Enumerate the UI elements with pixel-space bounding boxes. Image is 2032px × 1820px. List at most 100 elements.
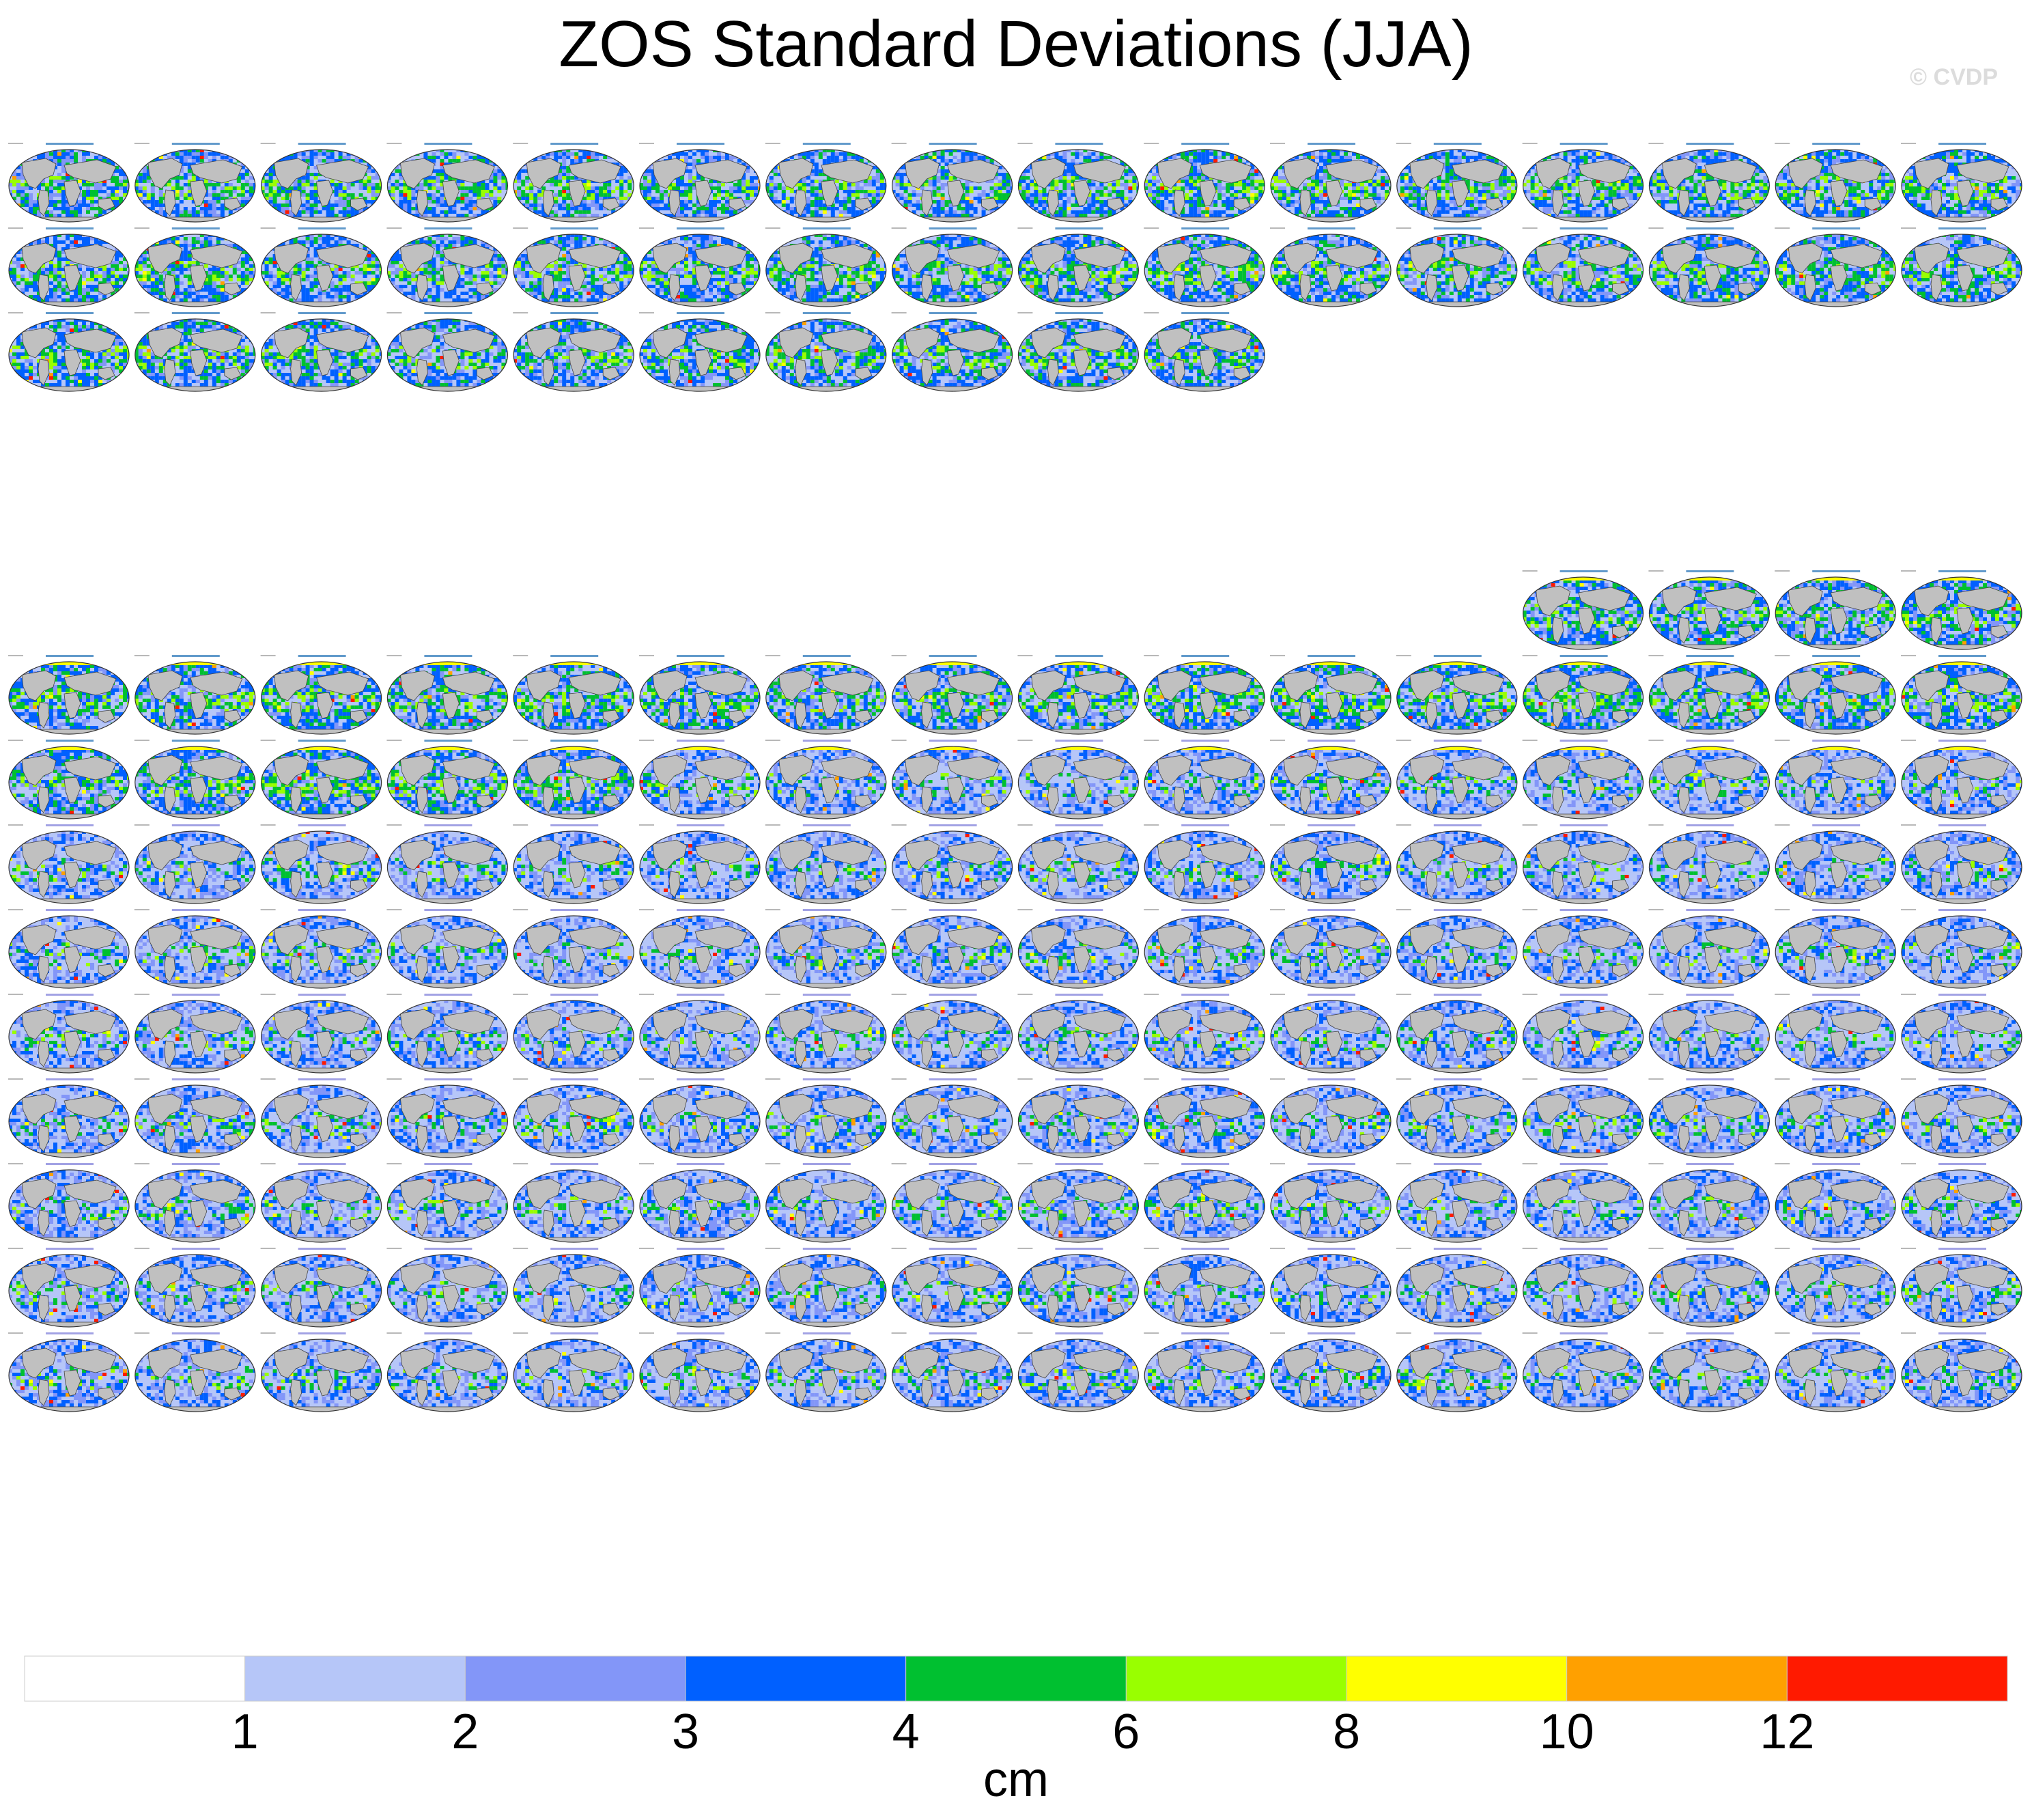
map-panel xyxy=(1901,1332,2024,1414)
map-panel xyxy=(765,824,888,906)
map-panel xyxy=(1648,1163,1771,1244)
map-panel xyxy=(1270,824,1393,906)
map-panel xyxy=(1017,312,1140,393)
map-panel xyxy=(1901,994,2024,1075)
map-panel xyxy=(1648,1332,1771,1414)
map-panel xyxy=(1648,994,1771,1075)
map-panel xyxy=(513,1332,636,1414)
map-panel xyxy=(1523,740,1646,821)
map-panel xyxy=(639,1248,762,1329)
map-panel xyxy=(1523,1078,1646,1160)
map-panel xyxy=(639,312,762,393)
map-panel xyxy=(386,655,509,736)
map-panel xyxy=(1396,1078,1519,1160)
map-panel xyxy=(8,994,131,1075)
map-panel xyxy=(135,1078,257,1160)
map-panel xyxy=(513,312,636,393)
map-panel xyxy=(765,1248,888,1329)
map-panel xyxy=(892,1163,1015,1244)
colorbar-tick-label: 1 xyxy=(231,1704,259,1760)
map-panel xyxy=(1270,1078,1393,1160)
map-panel xyxy=(1648,570,1771,652)
map-panel xyxy=(261,994,384,1075)
map-panel xyxy=(386,909,509,990)
map-panel xyxy=(1775,570,1897,652)
map-panel xyxy=(1901,824,2024,906)
map-panel xyxy=(1775,655,1897,736)
map-panel xyxy=(513,824,636,906)
map-panel xyxy=(386,1163,509,1244)
map-panel xyxy=(1144,1248,1267,1329)
map-panel xyxy=(1144,909,1267,990)
map-panel xyxy=(8,227,131,309)
colorbar-segment xyxy=(686,1656,906,1701)
map-panel xyxy=(386,1248,509,1329)
map-panel xyxy=(135,143,257,224)
map-panel xyxy=(8,312,131,393)
map-panel xyxy=(135,1248,257,1329)
map-panel xyxy=(8,824,131,906)
colorbar-segment xyxy=(1567,1656,1788,1701)
map-panel xyxy=(892,824,1015,906)
map-panel xyxy=(513,655,636,736)
map-panel xyxy=(513,143,636,224)
map-panel xyxy=(639,655,762,736)
map-panel xyxy=(1270,227,1393,309)
map-panel xyxy=(1775,824,1897,906)
map-panel xyxy=(639,1163,762,1244)
map-panel xyxy=(1017,1163,1140,1244)
map-panel xyxy=(8,909,131,990)
map-panel xyxy=(1901,1163,2024,1244)
map-panel xyxy=(1648,227,1771,309)
map-panel xyxy=(513,1248,636,1329)
map-panel xyxy=(639,994,762,1075)
map-panel xyxy=(1270,655,1393,736)
map-panel xyxy=(1775,1332,1897,1414)
map-panel xyxy=(1775,909,1897,990)
map-panel xyxy=(8,1332,131,1414)
map-panel xyxy=(261,143,384,224)
map-panel xyxy=(513,909,636,990)
map-panel xyxy=(386,824,509,906)
map-panel xyxy=(1270,143,1393,224)
colorbar-tick-label: 6 xyxy=(1112,1704,1140,1760)
map-panel xyxy=(135,824,257,906)
map-panel xyxy=(261,227,384,309)
colorbar-segment xyxy=(906,1656,1127,1701)
map-panel xyxy=(1017,227,1140,309)
colorbar-segment xyxy=(465,1656,686,1701)
map-panel xyxy=(261,1248,384,1329)
map-panel xyxy=(135,1332,257,1414)
map-panel xyxy=(513,1163,636,1244)
map-panel xyxy=(1648,655,1771,736)
map-panel xyxy=(892,655,1015,736)
map-panel xyxy=(8,655,131,736)
map-panel xyxy=(135,227,257,309)
map-panel xyxy=(1775,1078,1897,1160)
map-panel xyxy=(1523,824,1646,906)
map-panel xyxy=(1901,909,2024,990)
map-panel xyxy=(1775,994,1897,1075)
map-panel xyxy=(1648,143,1771,224)
map-panel xyxy=(261,1332,384,1414)
colorbar-segment xyxy=(25,1656,245,1701)
map-panel xyxy=(765,655,888,736)
map-panel xyxy=(1775,227,1897,309)
map-panel xyxy=(1017,740,1140,821)
map-panel xyxy=(261,1163,384,1244)
map-panel xyxy=(261,312,384,393)
map-panel xyxy=(1648,740,1771,821)
map-panel xyxy=(513,227,636,309)
map-panel xyxy=(1648,1078,1771,1160)
map-panel xyxy=(1144,1078,1267,1160)
map-panel xyxy=(135,1163,257,1244)
map-panel xyxy=(1017,824,1140,906)
map-panel xyxy=(1144,655,1267,736)
map-panel xyxy=(639,1078,762,1160)
map-panel xyxy=(1144,1163,1267,1244)
map-panel xyxy=(1017,655,1140,736)
map-panel xyxy=(1144,312,1267,393)
map-panel xyxy=(1523,1332,1646,1414)
map-panel xyxy=(8,1163,131,1244)
map-panel xyxy=(1396,909,1519,990)
